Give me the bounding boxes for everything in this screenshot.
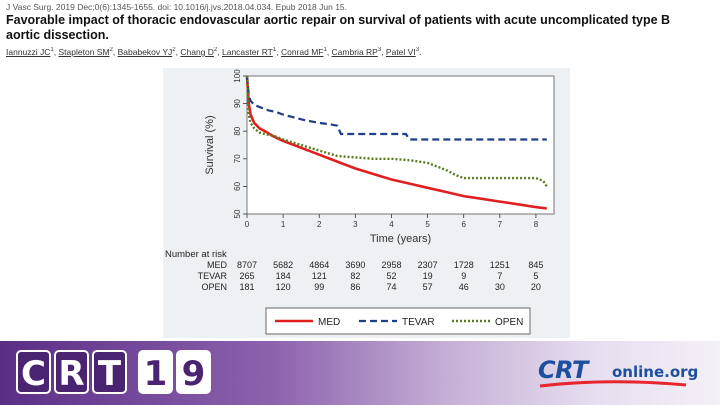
- y-tick-label: 60: [233, 181, 242, 190]
- author-name[interactable]: Chang D: [180, 47, 214, 57]
- crtonline-logo: CRT online.org: [538, 356, 708, 390]
- series-line-open: [245, 75, 548, 188]
- x-axis-label: Time (years): [370, 233, 431, 245]
- risk-value: 845: [528, 260, 543, 270]
- crtonline-logo-sub: online.org: [612, 363, 699, 381]
- risk-value: 3690: [345, 260, 365, 270]
- x-tick-label: 0: [245, 220, 250, 229]
- y-tick-label: 100: [233, 69, 242, 83]
- x-tick-label: 1: [281, 220, 286, 229]
- series-line-med: [245, 75, 547, 210]
- crt19-logo-letter: C: [16, 350, 51, 394]
- crt19-logo-letter: R: [54, 350, 89, 394]
- y-tick-label: 70: [233, 154, 242, 163]
- citation: J Vasc Surg. 2019 Dec;0(6):1345-1655. do…: [6, 2, 348, 12]
- author-affiliation: 1: [323, 47, 327, 54]
- risk-value: 99: [314, 282, 324, 292]
- series-line-tevar: [245, 75, 547, 141]
- swoosh-icon: [539, 380, 687, 388]
- crt19-logo-letter: 9: [176, 350, 211, 394]
- author-name[interactable]: Conrad MF: [280, 47, 324, 57]
- risk-row-label: OPEN: [201, 282, 227, 292]
- risk-value: 74: [386, 282, 396, 292]
- risk-value: 120: [276, 282, 291, 292]
- author-affiliation: 3: [415, 47, 420, 54]
- risk-value: 2958: [381, 260, 401, 270]
- author-name[interactable]: Cambria RP: [331, 47, 378, 57]
- crtonline-logo-main: CRT: [538, 356, 588, 384]
- x-tick-label: 2: [317, 220, 322, 229]
- risk-value: 57: [423, 282, 433, 292]
- risk-value: 5682: [273, 260, 293, 270]
- risk-value: 8707: [237, 260, 257, 270]
- author-name[interactable]: Bababekov YJ: [117, 47, 173, 57]
- legend-label: OPEN: [495, 317, 523, 328]
- x-tick-label: 8: [534, 220, 539, 229]
- legend-label: TEVAR: [402, 317, 435, 328]
- risk-value: 19: [423, 271, 433, 281]
- author-name[interactable]: Stapleton SM: [58, 47, 110, 57]
- author-affiliation: 2: [109, 47, 113, 54]
- author-list: Iannuzzi JC1, Stapleton SM2, Bababekov Y…: [6, 47, 422, 57]
- crt19-logo-letter: T: [92, 350, 127, 394]
- y-tick-label: 90: [233, 99, 242, 108]
- risk-value: 4864: [309, 260, 329, 270]
- author-name[interactable]: Patel VI: [385, 47, 416, 57]
- y-tick-label: 80: [233, 126, 242, 135]
- risk-value: 181: [239, 282, 254, 292]
- risk-value: 1251: [490, 260, 510, 270]
- x-tick-label: 5: [425, 220, 430, 229]
- risk-value: 20: [531, 282, 541, 292]
- risk-value: 1728: [454, 260, 474, 270]
- survival-chart: 50 60 70 80 90 100 0 1 2 3 4 5 6 7 8 Time (years) Surviv…: [165, 69, 555, 335]
- risk-value: 52: [386, 271, 396, 281]
- y-tick-label: 50: [233, 209, 242, 218]
- legend-label: MED: [318, 317, 340, 328]
- author-affiliation: 3: [377, 47, 382, 54]
- author-affiliation: 2: [172, 47, 176, 54]
- risk-table-title: Number at risk: [165, 249, 227, 260]
- risk-value: 86: [350, 282, 360, 292]
- risk-value: 121: [312, 271, 327, 281]
- y-axis-label: Survival (%): [204, 115, 216, 174]
- author-name[interactable]: Iannuzzi JC: [6, 47, 51, 57]
- risk-value: 265: [239, 271, 254, 281]
- risk-value: 5: [533, 271, 538, 281]
- x-tick-label: 4: [389, 220, 394, 229]
- article-title: Favorable impact of thoracic endovascula…: [6, 13, 671, 42]
- risk-value: 30: [495, 282, 505, 292]
- author-affiliation: 2: [213, 47, 218, 54]
- crt19-logo-letter: 1: [138, 350, 173, 394]
- risk-row-label: TEVAR: [198, 271, 228, 281]
- risk-value: 46: [459, 282, 469, 292]
- risk-value: 9: [461, 271, 466, 281]
- risk-value: 7: [497, 271, 502, 281]
- risk-row-label: MED: [207, 260, 228, 270]
- risk-value: 82: [350, 271, 360, 281]
- risk-value: 2307: [418, 260, 438, 270]
- survival-figure: 50 60 70 80 90 100 0 1 2 3 4 5 6 7 8 Time (years) Surviv…: [163, 68, 570, 338]
- x-tick-label: 6: [461, 220, 466, 229]
- risk-value: 184: [276, 271, 291, 281]
- author-affiliation: 1: [272, 47, 277, 54]
- author-name[interactable]: Lancaster RT: [222, 47, 273, 57]
- author-affiliation: 1: [50, 47, 54, 54]
- x-tick-label: 7: [498, 220, 503, 229]
- x-tick-label: 3: [353, 220, 358, 229]
